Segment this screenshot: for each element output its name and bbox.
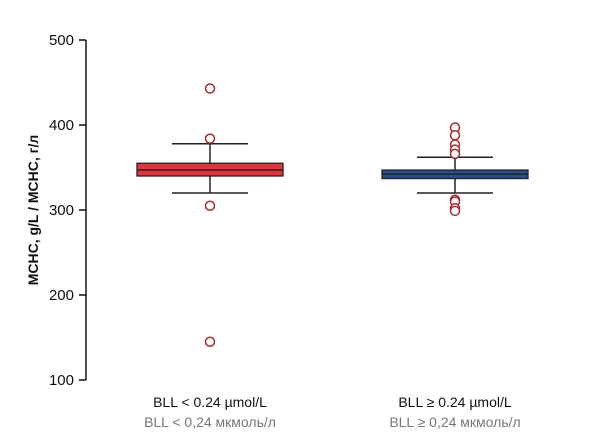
y-tick-label: 400	[49, 117, 74, 134]
outlier-point	[204, 200, 216, 211]
outlier-point	[204, 133, 216, 144]
y-tick-label: 100	[49, 372, 74, 389]
y-tick-label: 500	[49, 32, 74, 49]
boxes	[136, 83, 529, 347]
category-label: BLL ≥ 0.24 µmol/L	[398, 394, 512, 410]
outlier-point	[449, 148, 461, 160]
box-group	[381, 122, 529, 217]
box-group	[136, 83, 284, 347]
outlier-point	[449, 129, 461, 141]
y-tick-label: 300	[49, 202, 74, 219]
category-sublabel: BLL ≥ 0,24 мкмоль/л	[389, 414, 520, 430]
y-axis: 100 200 300 400 500	[49, 32, 87, 389]
outlier-point	[204, 336, 216, 347]
category-sublabel: BLL < 0,24 мкмоль/л	[144, 414, 276, 430]
outlier-point	[204, 83, 216, 94]
y-ticks: 100 200 300 400 500	[49, 32, 86, 389]
y-tick-label: 200	[49, 287, 74, 304]
category-labels: BLL < 0.24 µmol/L BLL < 0,24 мкмоль/л BLL …	[144, 394, 521, 430]
category-label: BLL < 0.24 µmol/L	[153, 394, 267, 410]
y-axis-label: MCHC, g/L / MCHC, г/л	[25, 135, 41, 286]
outlier-point	[449, 205, 461, 217]
